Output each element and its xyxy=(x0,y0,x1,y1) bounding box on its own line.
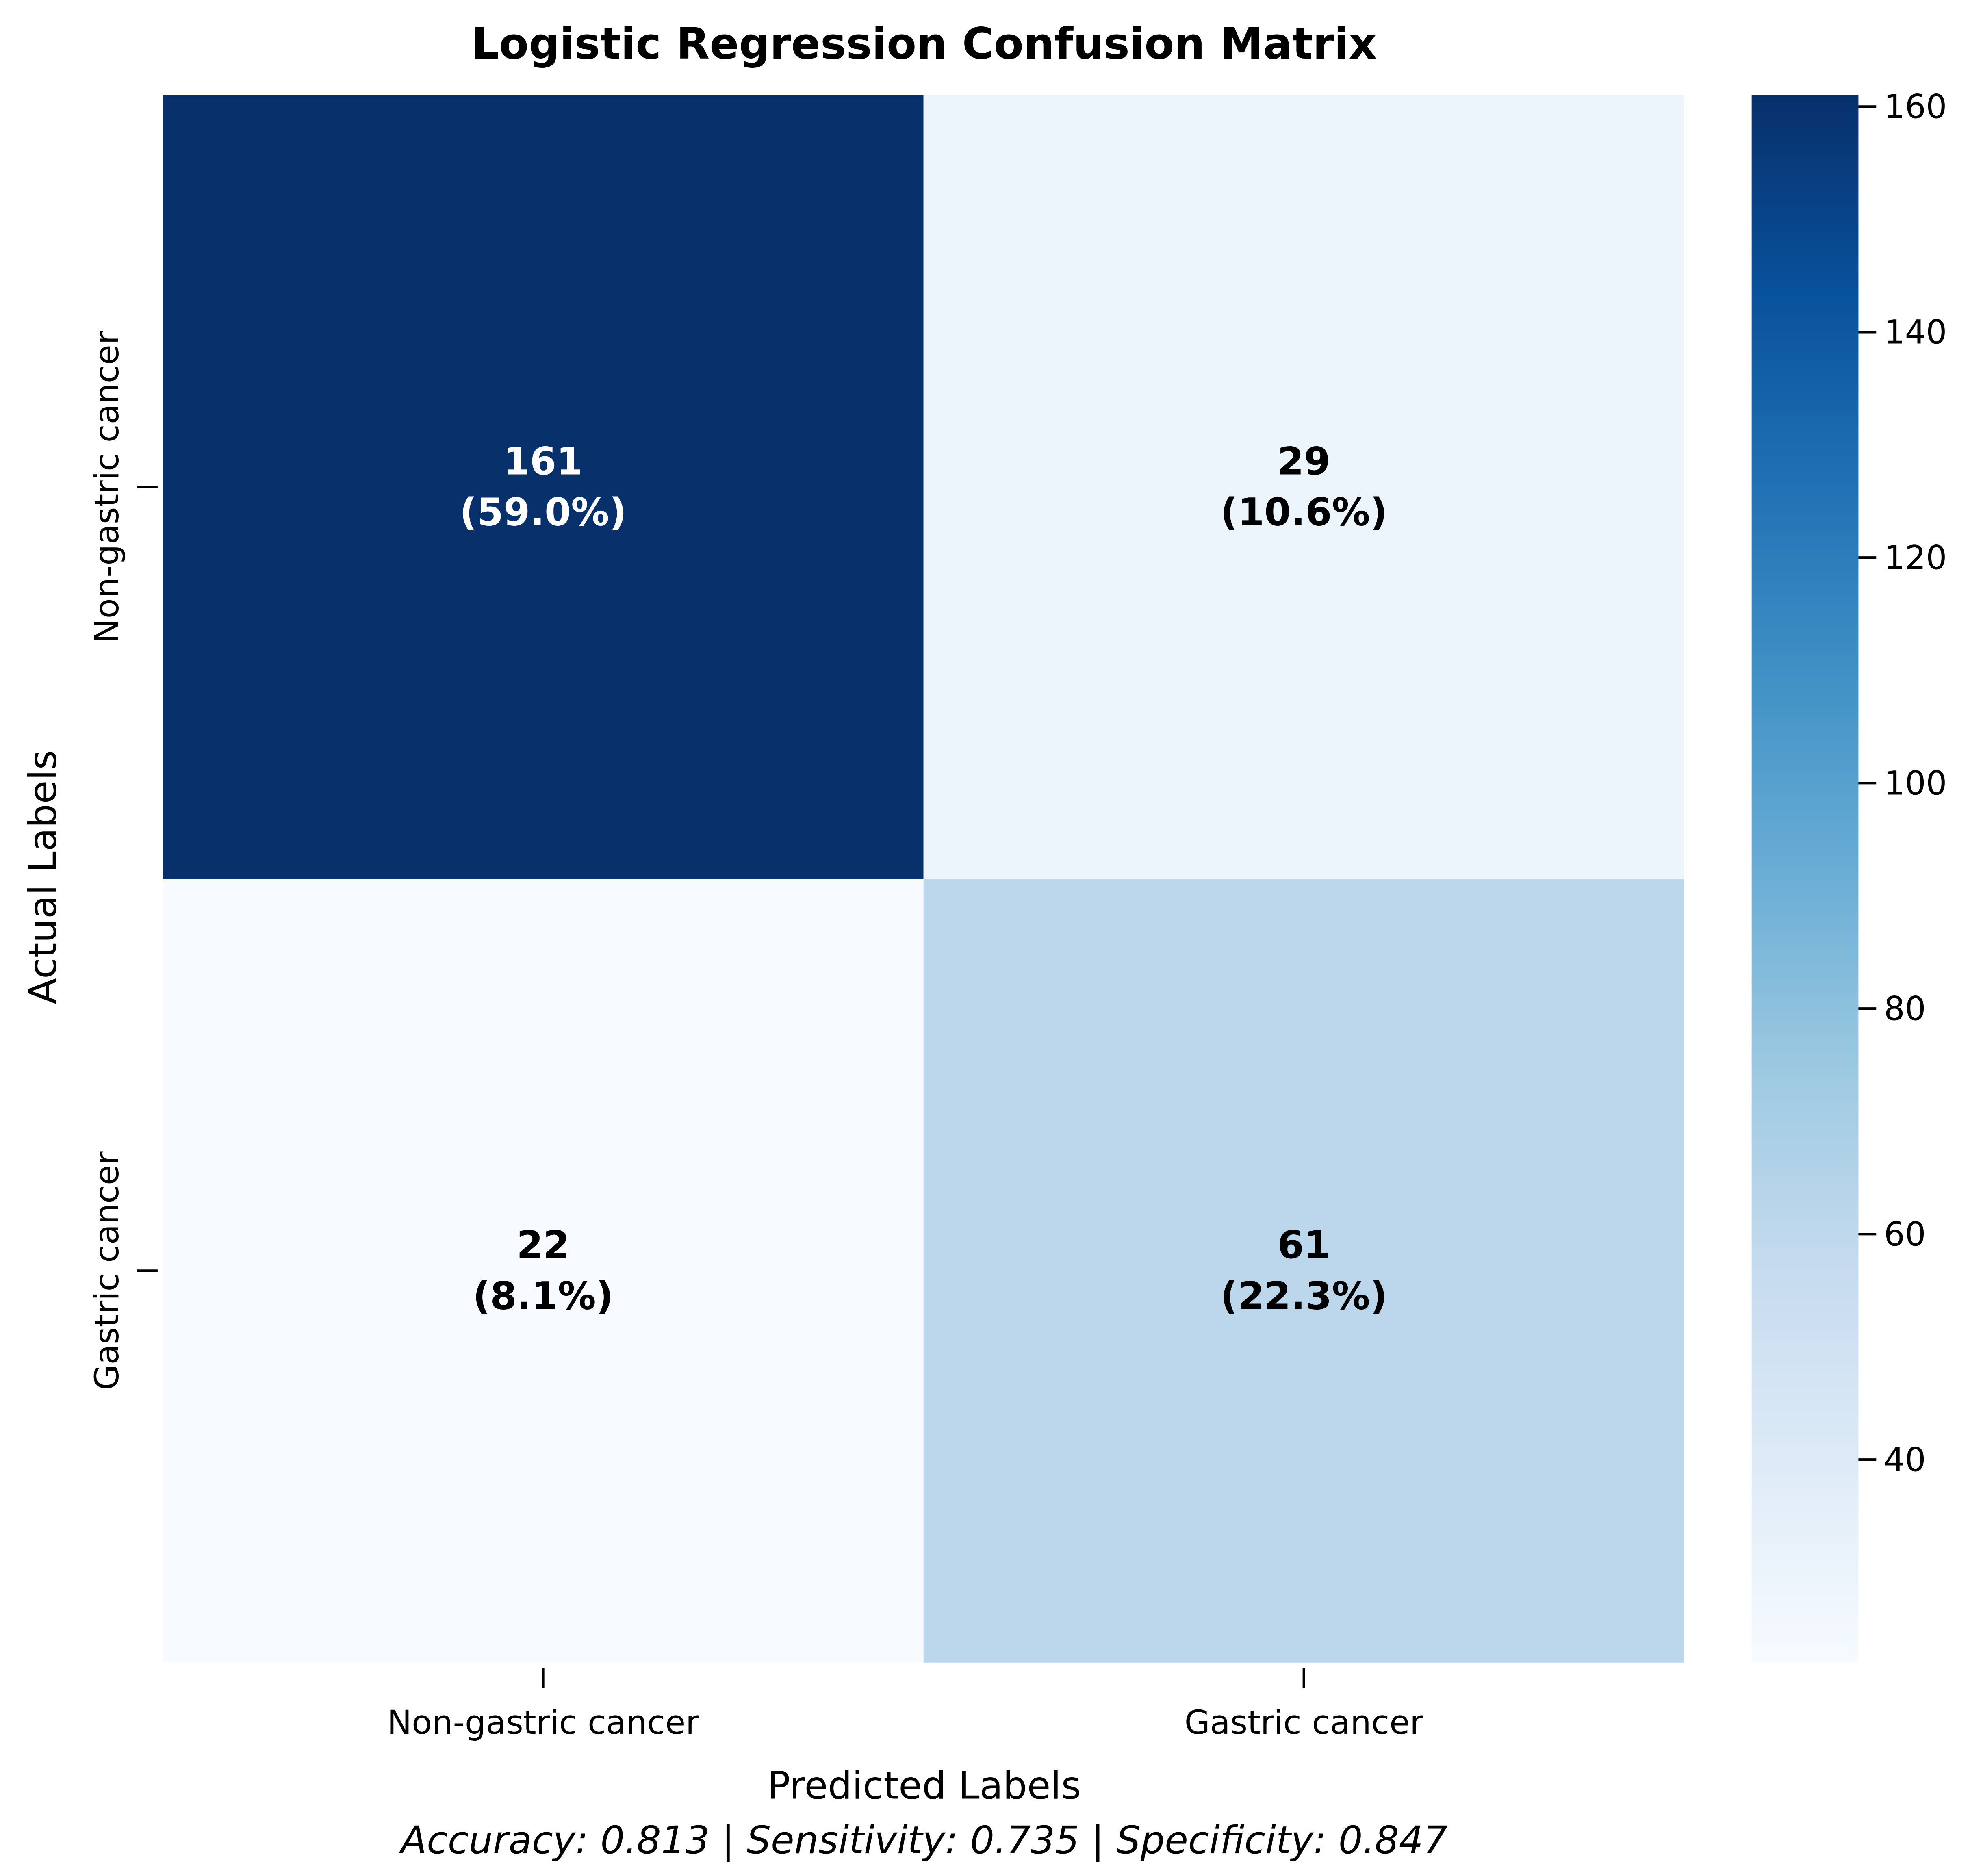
y-tick-label: Non-gastric cancer xyxy=(88,331,126,643)
heatmap-cells: 161 (59.0%) 29 (10.6%) 22 (8.1%) 61 (22.3%) xyxy=(163,95,1684,1663)
chart-title: Logistic Regression Confusion Matrix xyxy=(471,19,1377,69)
heatmap-cell xyxy=(923,879,1684,1663)
colorbar-tick-label: 120 xyxy=(1884,539,1947,577)
colorbar-gradient xyxy=(1751,95,1859,1663)
colorbar-tick-label: 80 xyxy=(1884,990,1926,1028)
x-axis-label: Predicted Labels xyxy=(767,1763,1081,1808)
x-tick-label: Non-gastric cancer xyxy=(387,1704,699,1742)
colorbar-tick-label: 40 xyxy=(1884,1441,1926,1479)
axes: Non-gastric cancer Gastric cancer Non-gast… xyxy=(88,331,1423,1742)
colorbar-tick-label: 100 xyxy=(1884,764,1947,802)
heatmap-cell xyxy=(163,95,924,879)
colorbar-tick-label: 60 xyxy=(1884,1215,1926,1254)
y-axis-label: Actual Labels xyxy=(21,750,65,1004)
y-tick-label: Gastric cancer xyxy=(88,1151,126,1390)
heatmap-cell xyxy=(923,95,1684,879)
cell-count-label: 22 xyxy=(516,1223,570,1267)
cell-count-label: 29 xyxy=(1277,440,1330,484)
x-tick-label: Gastric cancer xyxy=(1185,1704,1424,1742)
cell-percent-label: (22.3%) xyxy=(1220,1274,1387,1318)
colorbar-tick-label: 140 xyxy=(1884,313,1947,351)
cell-percent-label: (10.6%) xyxy=(1220,490,1387,535)
colorbar-tick-label: 160 xyxy=(1884,88,1947,126)
colorbar: 40 60 80 100 120 140 160 xyxy=(1751,88,1947,1663)
metrics-caption: Accuracy: 0.813 | Sensitivity: 0.735 | S… xyxy=(399,1818,1447,1863)
cell-percent-label: (59.0%) xyxy=(460,490,627,535)
heatmap-cell xyxy=(163,879,924,1663)
cell-count-label: 161 xyxy=(503,440,583,484)
cell-percent-label: (8.1%) xyxy=(473,1274,614,1318)
cell-count-label: 61 xyxy=(1277,1223,1330,1267)
